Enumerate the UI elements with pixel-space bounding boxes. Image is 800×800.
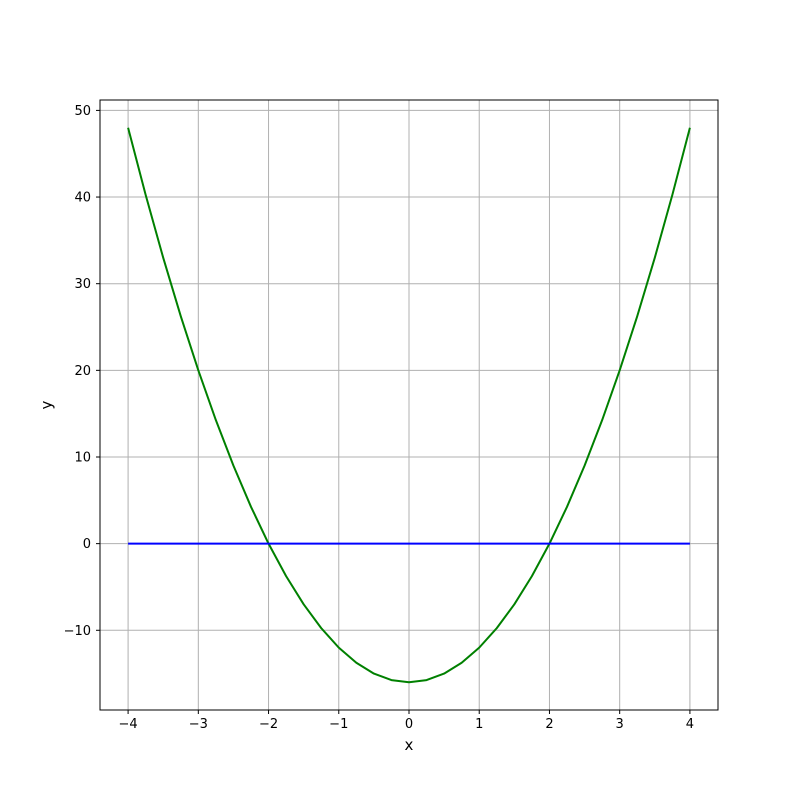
x-tick-label: 1	[475, 717, 483, 732]
y-tick-label: −10	[64, 624, 91, 639]
x-tick-label: −4	[119, 717, 138, 732]
x-tick-label: −3	[189, 717, 208, 732]
x-tick-label: 0	[405, 717, 413, 732]
x-axis-label: x	[404, 736, 414, 754]
x-tick-label: 4	[686, 717, 694, 732]
x-tick-label: 2	[545, 717, 553, 732]
y-tick-label: 50	[74, 104, 91, 119]
y-tick-label: 30	[74, 277, 91, 292]
x-tick-label: 3	[616, 717, 624, 732]
y-axis-label: y	[37, 400, 56, 410]
y-tick-label: 40	[74, 191, 91, 206]
y-tick-label: 20	[74, 364, 91, 379]
series-line-0	[127, 127, 691, 684]
x-tick-label: −2	[259, 717, 278, 732]
x-tick-label: −1	[329, 717, 348, 732]
y-tick-label: 0	[83, 537, 91, 552]
y-tick-label: 10	[74, 450, 91, 465]
